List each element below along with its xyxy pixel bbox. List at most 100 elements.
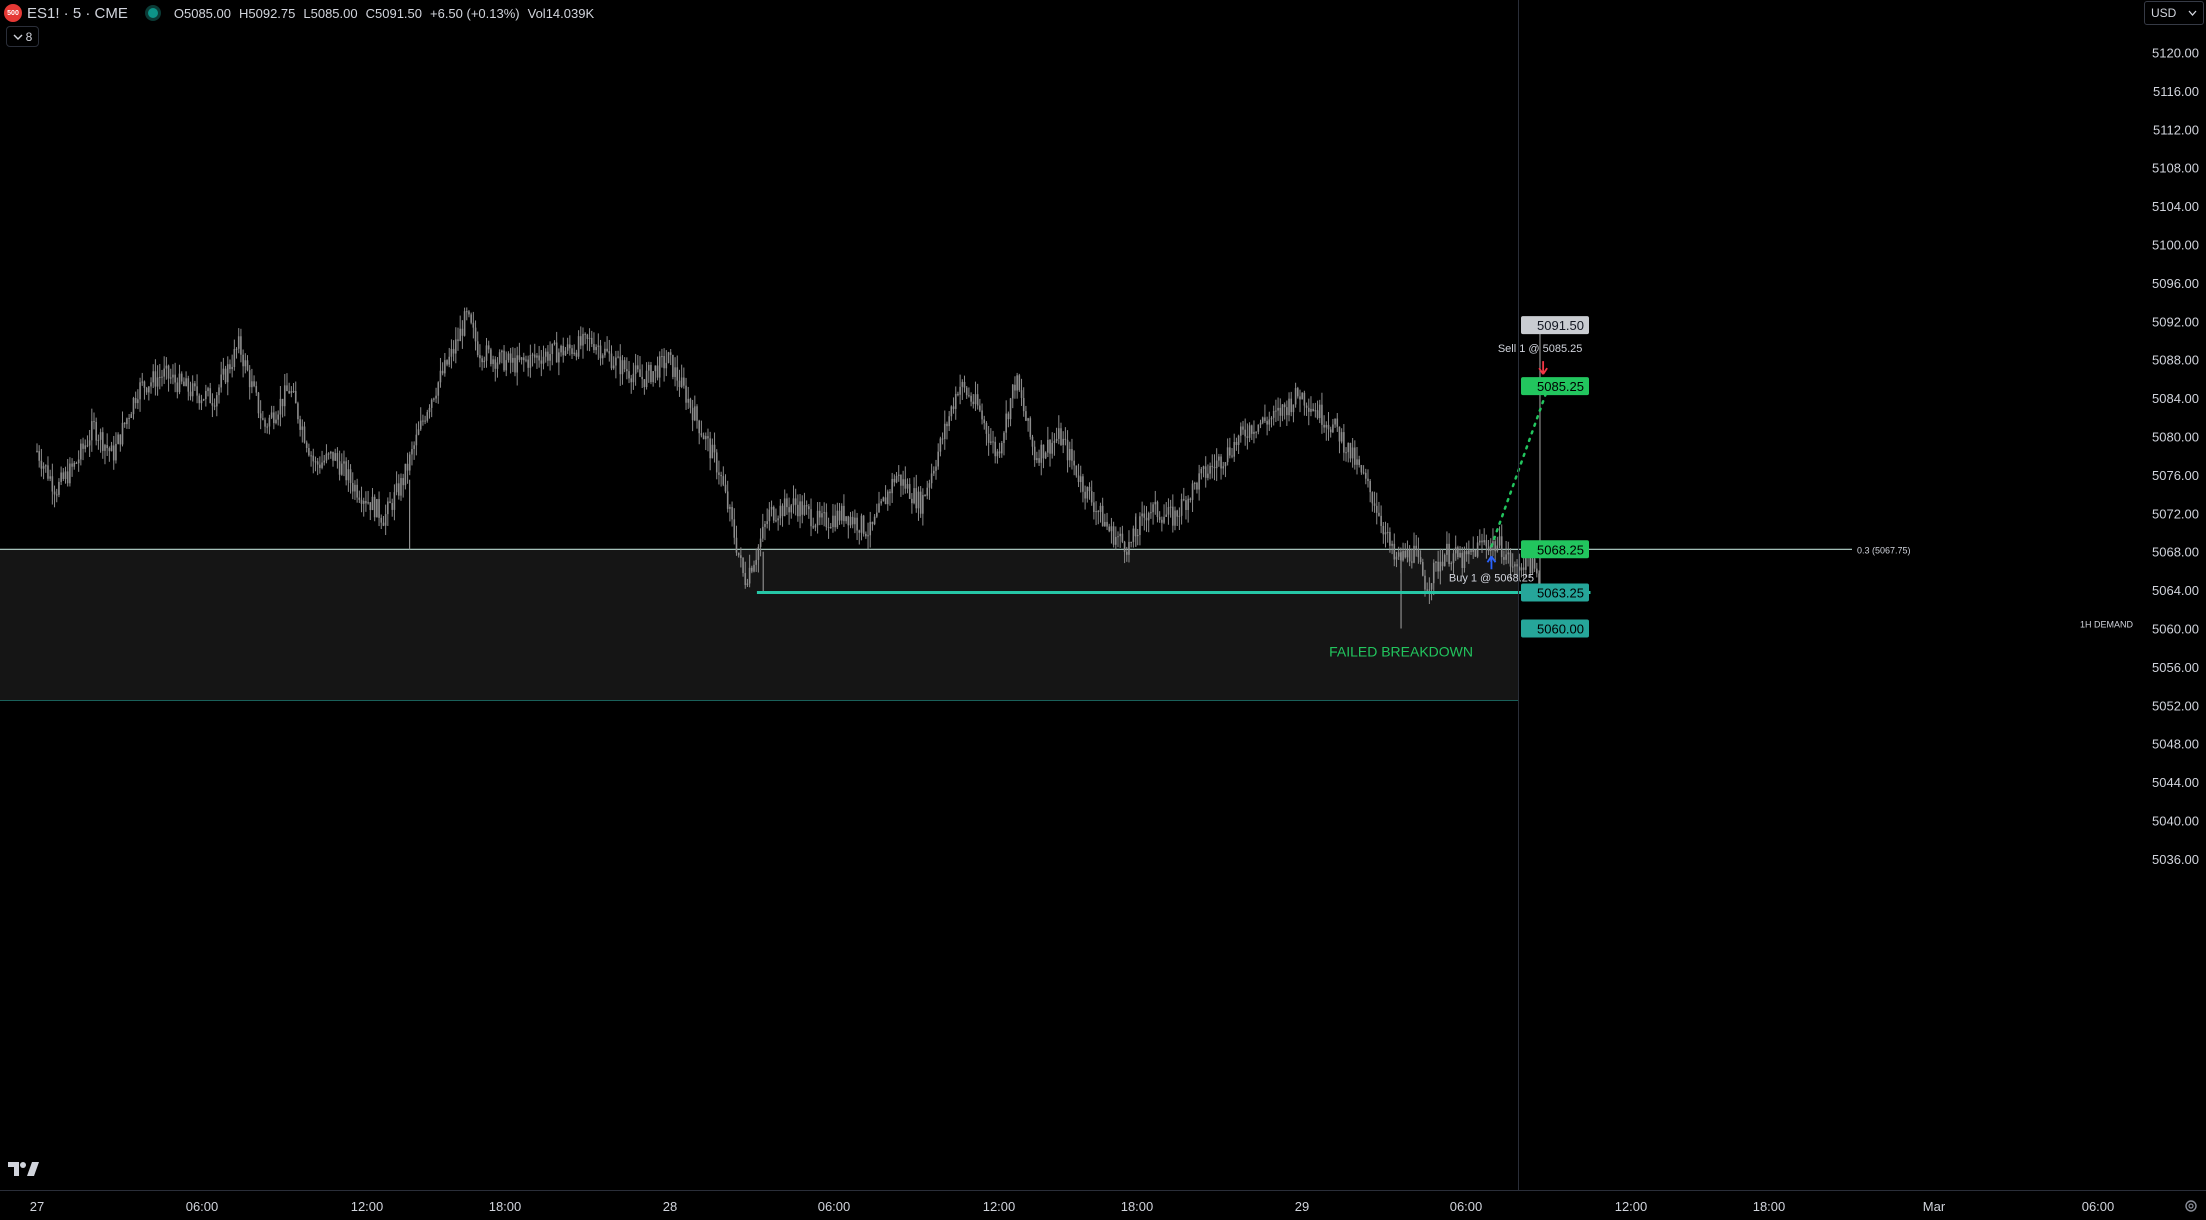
candle-body [641,376,643,380]
candle-body [704,436,707,440]
candle-body [1362,472,1365,474]
candle-body [1461,552,1464,568]
candle-body [637,365,639,370]
candle-body [678,380,681,387]
candle-body [654,365,657,372]
candle-body [808,506,810,510]
candle-body [612,365,615,369]
candle-body [1007,413,1010,420]
candle-body [88,440,91,446]
candle-body [86,445,89,447]
candle-body [919,491,922,514]
candle-body [1329,429,1332,433]
candle-body [908,484,911,499]
candle-body [805,505,808,507]
candle-body [1202,466,1205,469]
candle-body [1393,543,1396,560]
candle-body [391,503,394,510]
support-price-tag: 5063.25 [1537,586,1584,601]
candle-body [1441,561,1444,567]
candle-body [573,352,576,354]
time-tick-label: 12:00 [351,1199,384,1214]
candle-body [112,445,115,461]
candle-body [1356,459,1358,465]
candle-body [527,359,529,368]
candle-body [1246,436,1249,438]
collapse-indicators-button[interactable]: 8 [6,26,39,47]
candle-body [1307,407,1310,412]
candle-body [961,381,964,387]
candle-body [1079,476,1082,483]
candle-body [1099,505,1102,512]
candle-body [987,433,990,443]
gear-icon[interactable] [2184,1199,2198,1213]
candle-body [722,476,725,485]
candle-body [452,348,455,354]
candle-body [503,350,505,371]
candle-body [487,345,490,350]
candle-body [871,521,874,525]
price-tick-label: 5068.00 [2152,545,2199,560]
candle-body [1303,392,1306,406]
candle-body [606,348,608,352]
candle-body [380,517,383,523]
candle-body [229,364,231,370]
candle-body [643,379,646,388]
candle-body [1364,472,1367,479]
candle-body [840,505,843,521]
candle-body [290,391,293,394]
candle-body [1244,429,1246,437]
candle-body [884,497,887,505]
price-tick-label: 5044.00 [2152,775,2199,790]
candle-body [902,479,904,486]
candle-body [948,416,950,427]
candle-body [106,445,108,449]
candle-body [676,367,679,381]
candle-body [255,386,258,393]
currency-selector[interactable]: USD [2144,1,2204,25]
candle-body [501,350,503,353]
candle-body [84,445,87,449]
candle-body [463,311,466,336]
candle-body [1143,513,1146,518]
candle-body [720,474,722,477]
candle-body [1130,541,1132,543]
candle-body [75,462,78,464]
candle-body [1439,561,1442,572]
candle-body [810,509,812,527]
candle-body [522,357,525,361]
candle-body [957,393,959,395]
candle-body [981,410,983,420]
candle-body [876,512,878,517]
candle-body [667,352,670,363]
candle-body [711,444,714,459]
candle-body [652,371,654,383]
candle-body [544,351,547,357]
candle-body [437,382,440,396]
candle-body [518,355,521,360]
candle-body [1505,554,1507,560]
candle-body [64,471,67,479]
market-status-icon[interactable] [147,8,158,18]
candle-body [893,478,896,483]
candle-body [62,472,65,479]
candle-body [1301,392,1303,400]
symbol-title[interactable]: ES1! · 5 · CME [27,4,128,22]
candle-body [937,451,940,467]
candle-body [358,497,361,500]
candle-body [1090,491,1093,503]
candle-body [470,314,472,323]
candle-body [553,342,556,344]
candle-body [608,351,611,354]
high-value: 5092.75 [248,5,296,21]
candle-body [930,473,933,484]
candle-body [536,355,538,358]
candle-body [634,365,637,374]
candle-body [1323,424,1325,428]
tradingview-logo[interactable] [8,1160,40,1180]
candle-body [718,472,720,475]
candle-body [1538,573,1540,586]
symbol-badge: 500 [4,4,22,22]
candle-body [44,465,47,467]
